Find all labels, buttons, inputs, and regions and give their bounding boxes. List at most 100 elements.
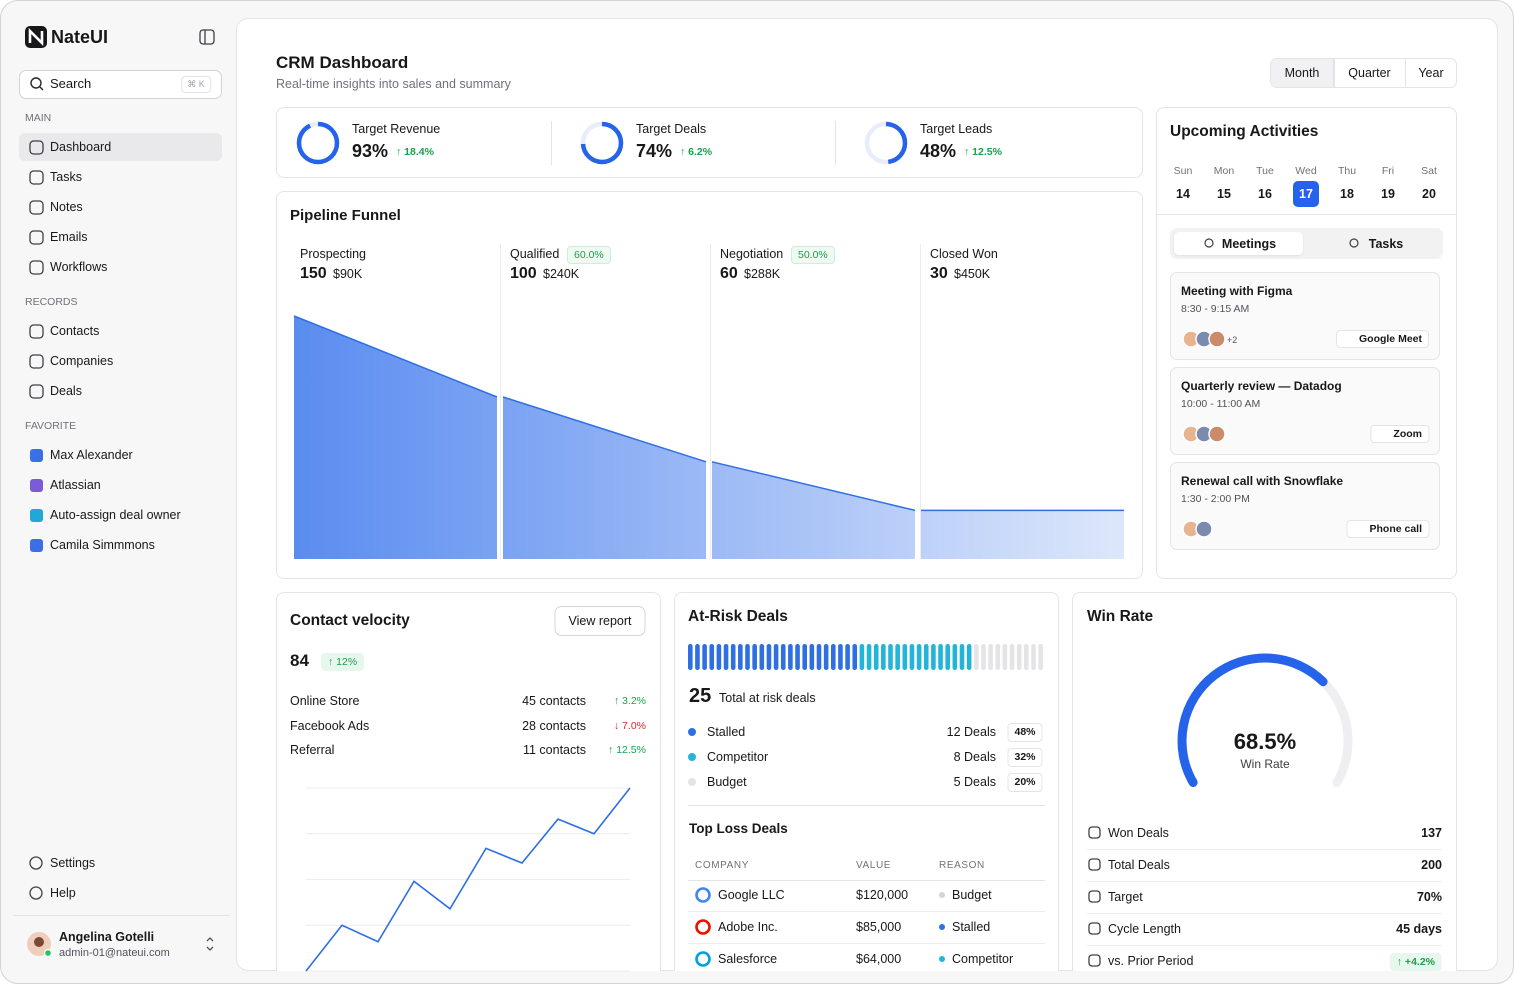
nav-icon <box>30 539 43 552</box>
weekday: Thu <box>1337 165 1357 177</box>
source-contacts: 28 contacts <box>522 718 586 733</box>
stat-label: Total Deals <box>1108 858 1170 872</box>
nav-item[interactable]: Camila Simmmons <box>50 538 155 552</box>
targets-card <box>276 107 1143 178</box>
segment-name: Budget <box>707 775 747 789</box>
user-menu-icon <box>206 937 214 951</box>
stage-conversion: 60.0% <box>567 246 611 264</box>
nav-item[interactable]: Auto-assign deal owner <box>50 508 181 522</box>
deal-value: $64,000 <box>856 952 902 966</box>
day-date[interactable]: 19 <box>1381 187 1395 201</box>
stat-value: 45 days <box>1396 922 1442 936</box>
source-contacts: 11 contacts <box>522 743 586 757</box>
event-time: 8:30 - 9:15 AM <box>1181 303 1250 315</box>
nav-icon <box>29 260 44 275</box>
segment-name: Stalled <box>707 725 746 739</box>
user-email: admin-01@nateui.com <box>59 947 170 959</box>
nav-icon <box>29 230 44 245</box>
stage-amount: $288K <box>744 267 781 281</box>
card-title: Win Rate <box>1087 608 1154 625</box>
table-rule <box>688 880 1045 881</box>
table-header: VALUE <box>856 860 892 871</box>
footer-icon <box>29 886 43 900</box>
stat-rule <box>1087 945 1442 946</box>
nav-icon <box>29 200 44 215</box>
nav-item[interactable]: Emails <box>50 230 88 244</box>
stage-name: Prospecting <box>300 247 367 261</box>
table-header: COMPANY <box>695 860 750 871</box>
stat-value: 137 <box>1421 826 1442 840</box>
period-button[interactable]: Year <box>1418 66 1444 80</box>
tab[interactable]: Tasks <box>1368 237 1404 251</box>
user-avatar-face <box>34 937 44 947</box>
nav-item[interactable]: Companies <box>50 354 114 368</box>
velocity-card <box>276 592 661 971</box>
footer-item[interactable]: Help <box>50 886 76 900</box>
stage-divider <box>920 244 921 559</box>
stage-count: 100 <box>510 265 537 282</box>
stage-amount: $90K <box>333 267 363 281</box>
day-date[interactable]: 15 <box>1217 187 1231 201</box>
event-time: 1:30 - 2:00 PM <box>1181 493 1250 505</box>
target-change: ↑ 18.4% <box>396 146 434 158</box>
day-date[interactable]: 17 <box>1299 187 1313 201</box>
day-date[interactable]: 18 <box>1340 187 1354 201</box>
event-time: 10:00 - 11:00 AM <box>1181 398 1261 410</box>
company: Salesforce <box>718 952 778 966</box>
divider <box>688 805 1045 806</box>
risk-total: 25 <box>689 685 712 707</box>
nav-active <box>19 133 222 161</box>
divider <box>1157 214 1456 215</box>
target-label: Target Leads <box>920 122 993 136</box>
period-button[interactable]: Month <box>1284 66 1320 80</box>
collapse-icon <box>199 29 215 45</box>
nav-item[interactable]: Dashboard <box>50 140 112 154</box>
nav-item[interactable]: Deals <box>50 384 82 398</box>
nav-icon <box>30 449 43 462</box>
footer-item[interactable]: Settings <box>50 856 96 870</box>
target-label: Target Deals <box>636 122 707 136</box>
target-divider <box>835 121 836 165</box>
nav-item[interactable]: Tasks <box>50 170 82 184</box>
deal-value: $85,000 <box>856 920 902 934</box>
view-report-button[interactable]: View report <box>554 606 646 636</box>
nav-item[interactable]: Max Alexander <box>50 448 133 462</box>
nav-item[interactable]: Workflows <box>50 260 108 274</box>
brand: NateUI <box>51 27 109 47</box>
stat-value: 200 <box>1421 858 1442 872</box>
nav-item[interactable]: Atlassian <box>50 478 101 492</box>
segment-share: 48% <box>1007 723 1043 742</box>
stat-label: Cycle Length <box>1108 922 1181 936</box>
nav-icon <box>29 354 44 369</box>
search-placeholder: Search <box>50 76 92 91</box>
logo <box>25 26 47 48</box>
day-date[interactable]: 16 <box>1258 187 1272 201</box>
stage-count: 60 <box>720 265 738 282</box>
stat-label: Won Deals <box>1108 826 1169 840</box>
source-change: ↑ 12.5% <box>608 744 646 756</box>
period-toggle <box>1270 58 1457 88</box>
stage-amount: $450K <box>954 267 991 281</box>
company: Google LLC <box>718 888 785 902</box>
page-subtitle: Real-time insights into sales and summar… <box>276 77 511 91</box>
nav-item[interactable]: Contacts <box>50 324 100 338</box>
nav-item[interactable]: Notes <box>50 200 83 214</box>
table-rule <box>688 911 1045 912</box>
period-sep <box>1334 59 1335 87</box>
stage-divider <box>710 244 711 559</box>
tab[interactable]: Meetings <box>1221 237 1277 251</box>
card-title: Contact velocity <box>290 612 410 629</box>
event-title: Quarterly review — Datadog <box>1181 379 1342 393</box>
search-shortcut: ⌘ K <box>181 76 211 93</box>
period-button[interactable]: Quarter <box>1348 66 1391 80</box>
search-box[interactable] <box>19 70 222 99</box>
day-date[interactable]: 20 <box>1422 187 1436 201</box>
reason: Stalled <box>952 920 991 934</box>
target-change: ↑ 12.5% <box>964 146 1002 158</box>
stage-name: Qualified <box>510 247 560 261</box>
day-date[interactable]: 14 <box>1176 187 1190 201</box>
source-name: Online Store <box>290 694 360 708</box>
section-title: RECORDS <box>25 296 78 308</box>
nav-icon <box>30 479 43 492</box>
target-change: ↑ 6.2% <box>680 146 713 158</box>
